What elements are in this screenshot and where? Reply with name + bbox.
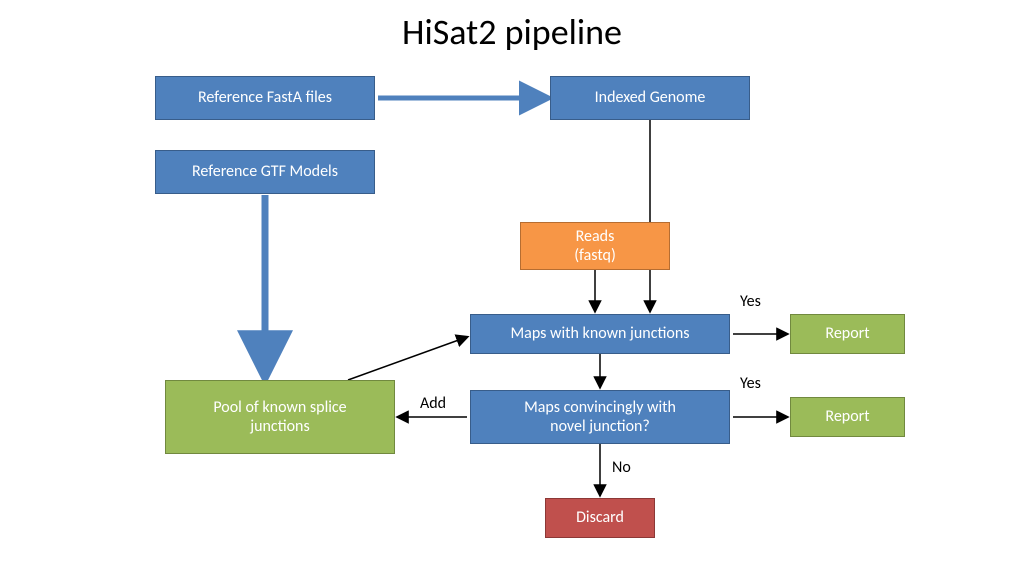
edge-label-yes1: Yes [740,292,761,311]
edges-layer [0,0,1024,576]
edge-label-add: Add [420,394,446,413]
node-ref_gtf: Reference GTF Models [155,150,375,194]
node-discard: Discard [545,498,655,538]
node-ref_fasta: Reference FastA files [155,76,375,120]
node-maps_known: Maps with known junctions [470,314,730,354]
node-indexed_genome: Indexed Genome [550,76,750,120]
node-report2: Report [790,397,905,437]
node-maps_novel: Maps convincingly with novel junction? [470,390,730,444]
node-reads: Reads (fastq) [520,222,670,270]
edge-4 [348,337,467,380]
page-title: HiSat2 pipeline [0,10,1024,54]
edge-label-yes2: Yes [740,374,761,393]
node-report1: Report [790,314,905,354]
edge-label-no: No [612,458,631,477]
node-pool: Pool of known splice junctions [165,380,395,454]
